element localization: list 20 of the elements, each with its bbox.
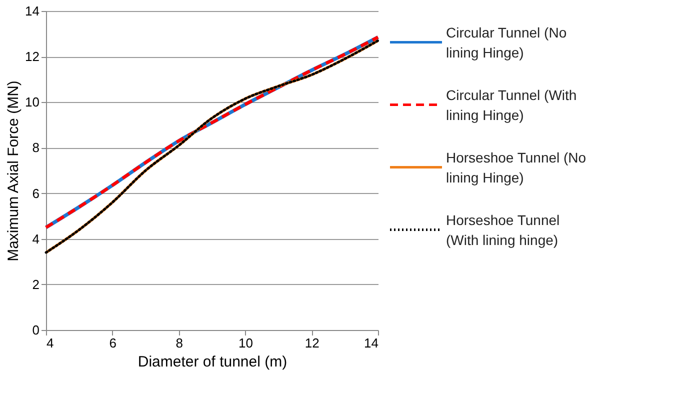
y-tick-label: 0 xyxy=(32,322,40,338)
x-tick-label: 10 xyxy=(238,336,253,350)
legend-label: Horseshoe Tunnel (No lining Hinge) xyxy=(446,149,586,186)
y-tick-label: 4 xyxy=(32,231,40,246)
legend-label: Circular Tunnel (No lining Hinge) xyxy=(446,24,567,60)
y-tick-label: 14 xyxy=(25,4,40,18)
legend-label: Horseshoe Tunnel (With lining hinge) xyxy=(446,212,560,248)
x-tick-label: 8 xyxy=(176,336,183,350)
y-tick-label: 10 xyxy=(25,94,40,110)
x-tick-label: 14 xyxy=(364,336,378,350)
y-axis-title: Maximum Axial Force (MN) xyxy=(5,80,22,262)
x-tick-label: 4 xyxy=(46,336,54,350)
x-tick-label: 12 xyxy=(304,336,320,350)
y-tick-label: 12 xyxy=(25,49,40,64)
y-tick-label: 8 xyxy=(32,140,40,156)
x-tick-label: 6 xyxy=(109,336,117,350)
y-tick-label: 2 xyxy=(32,276,40,292)
x-axis-title: Diameter of tunnel (m) xyxy=(138,354,288,370)
legend-label: Circular Tunnel (With lining Hinge) xyxy=(446,86,577,123)
y-tick-label: 6 xyxy=(32,186,40,201)
